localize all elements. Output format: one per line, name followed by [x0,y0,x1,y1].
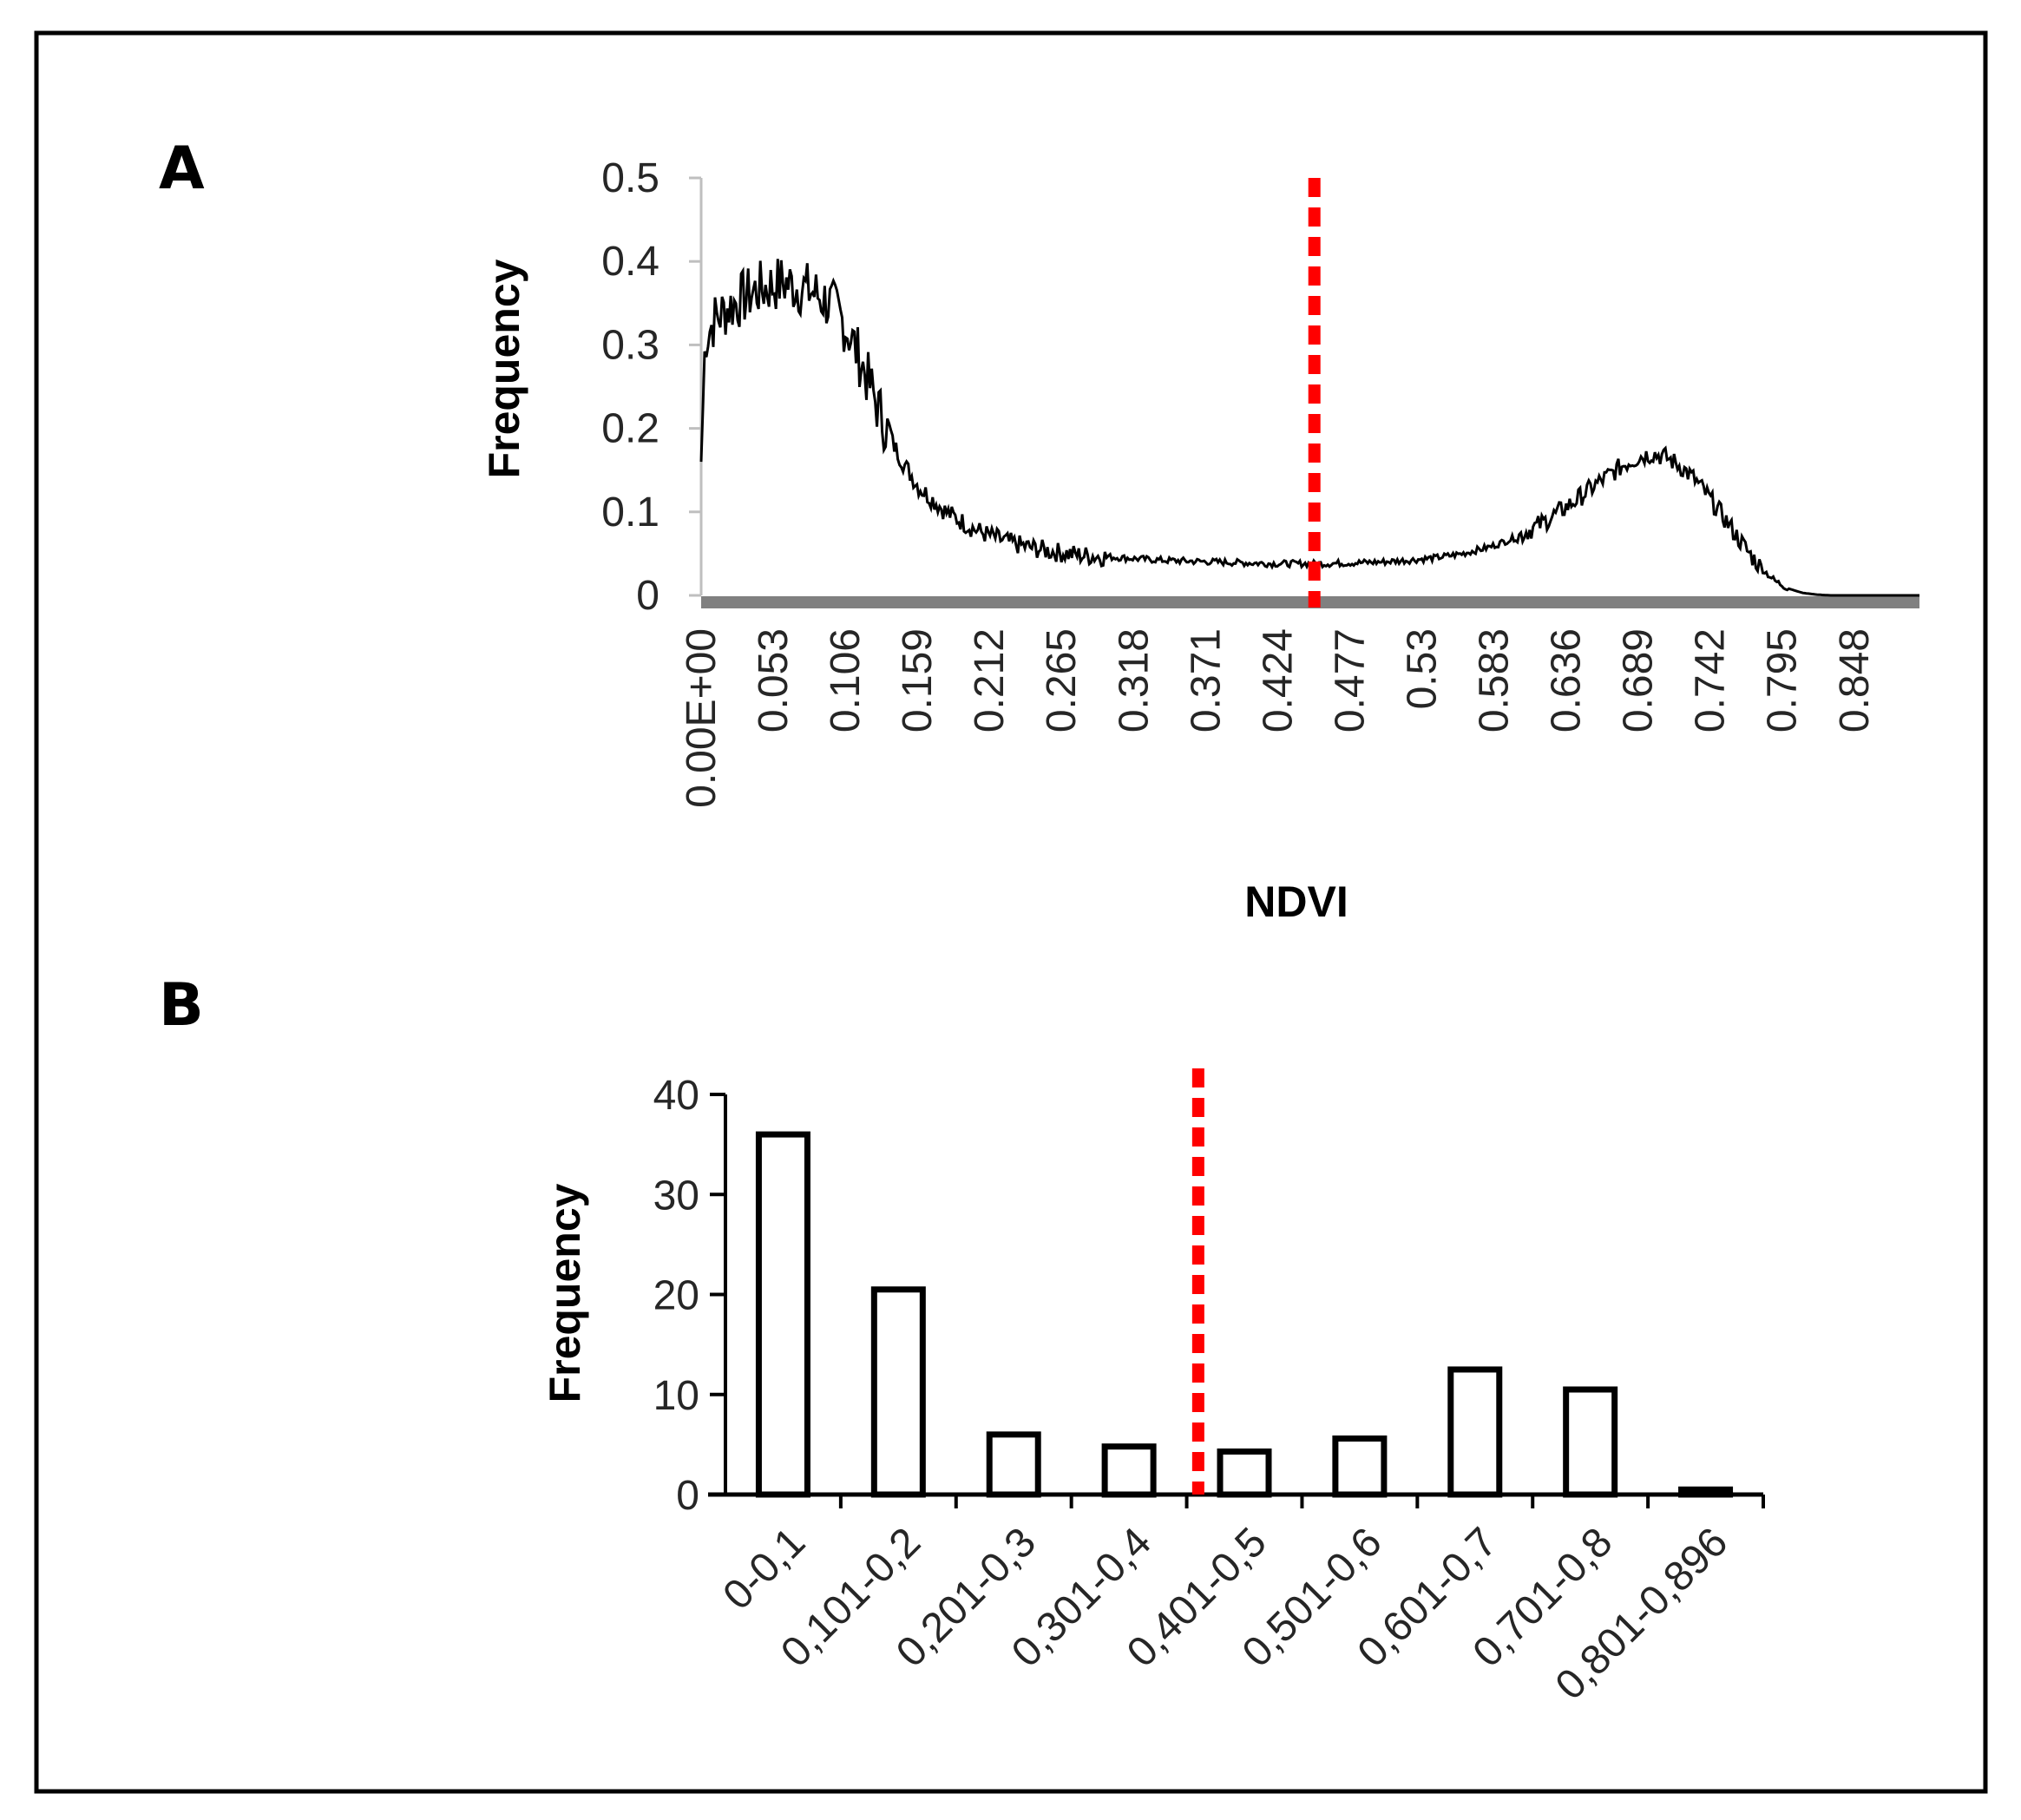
x-tick-label: 0.371 [1183,628,1229,733]
x-tick-label: 0.318 [1111,628,1157,733]
bar-0-701-0-8 [1563,1386,1618,1498]
y-tick-label: 0 [676,1473,699,1519]
y-axis-title: Frequency [541,1183,589,1403]
y-tick-label: 40 [653,1073,699,1119]
y-tick-label: 0.3 [601,322,659,368]
bar-0-501-0-6 [1332,1435,1388,1498]
figure-border [34,30,1988,1794]
x-tick-label: 0.053 [751,628,797,733]
y-tick-label: 30 [653,1173,699,1219]
bar-0-201-0-3 [986,1431,1041,1498]
x-tick-label: 0.636 [1544,628,1590,733]
y-tick-label: 10 [653,1373,699,1419]
x-tick-label: 0.795 [1760,628,1806,733]
x-tick-label: 0.159 [895,628,941,733]
panel-a-label: A [159,135,205,203]
bar-0-801-0-896 [1678,1486,1734,1498]
x-tick-label: 0.477 [1327,628,1373,733]
x-tick-label: 0.53 [1399,628,1445,709]
bar-0-301-0-4 [1101,1443,1157,1498]
bar-0-0-1 [755,1131,810,1498]
x-axis-ticks: 0.00E+00 0.053 0.106 0.159 0.212 0.265 0.318 0.… [679,628,1878,808]
y-tick-label: 0.2 [601,406,659,452]
y-axis-ticks: 0 10 20 30 40 [653,1073,725,1519]
x-tick-label: 0.424 [1255,628,1301,733]
x-tick-label: 0.00E+00 [679,628,725,808]
x-axis-title: NDVI [1244,877,1348,926]
x-tick-label: 0.106 [823,628,869,733]
bars [755,1131,1734,1498]
ndvi-frequency-line-chart: 0 0.1 0.2 0.3 0.4 0.5 0.00E+00 0.053 0.106 0.159… [480,155,1919,926]
bar-0-401-0-5 [1217,1448,1272,1498]
y-tick-label: 0.1 [601,489,659,535]
bar-0-601-0-7 [1447,1366,1503,1498]
x-tick-label: 0.212 [967,628,1013,733]
y-tick-label: 0.4 [601,239,659,285]
bar-0-101-0-2 [870,1286,926,1498]
x-tick-label: 0.742 [1688,628,1734,733]
x-tick-label: 0.689 [1616,628,1662,733]
y-tick-label: 20 [653,1273,699,1319]
x-tick-label: 0.848 [1832,628,1878,733]
y-axis-ticks: 0 0.1 0.2 0.3 0.4 0.5 [601,155,701,619]
x-tick-label: 0.583 [1472,628,1518,733]
y-tick-label: 0.5 [601,155,659,201]
panel-b-label: B [159,971,204,1040]
y-axis-title: Frequency [480,259,528,478]
x-tick-label: 0.265 [1039,628,1085,733]
y-tick-label: 0 [636,573,659,619]
